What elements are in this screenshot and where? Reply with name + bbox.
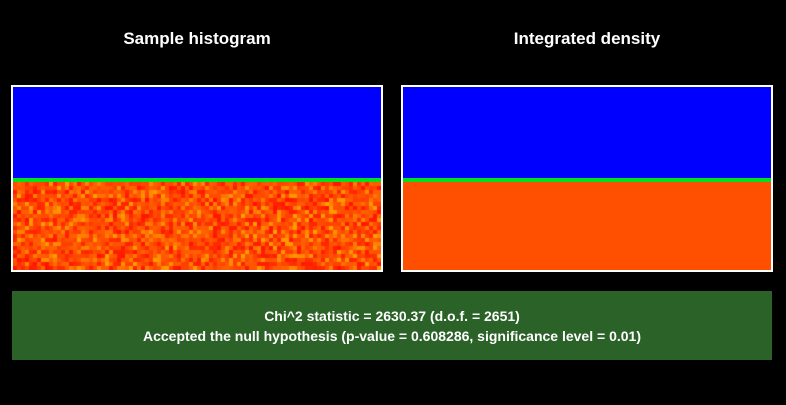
- integrated-density-upper-region: [403, 87, 771, 178]
- chi-square-statistic-text: Chi^2 statistic = 2630.37 (d.o.f. = 2651…: [12, 306, 772, 326]
- sample-histogram-plot: [11, 85, 383, 272]
- integrated-density-lower-region: [403, 182, 771, 270]
- integrated-density-title: Integrated density: [401, 28, 773, 50]
- hypothesis-result-text: Accepted the null hypothesis (p-value = …: [12, 326, 772, 346]
- sample-histogram-upper-region: [13, 87, 381, 178]
- sample-histogram-noise-canvas: [13, 182, 381, 270]
- chi-square-result-box: Chi^2 statistic = 2630.37 (d.o.f. = 2651…: [12, 291, 772, 360]
- integrated-density-plot: [401, 85, 773, 272]
- sample-histogram-title: Sample histogram: [11, 28, 383, 50]
- sample-histogram-lower-region: [13, 182, 381, 270]
